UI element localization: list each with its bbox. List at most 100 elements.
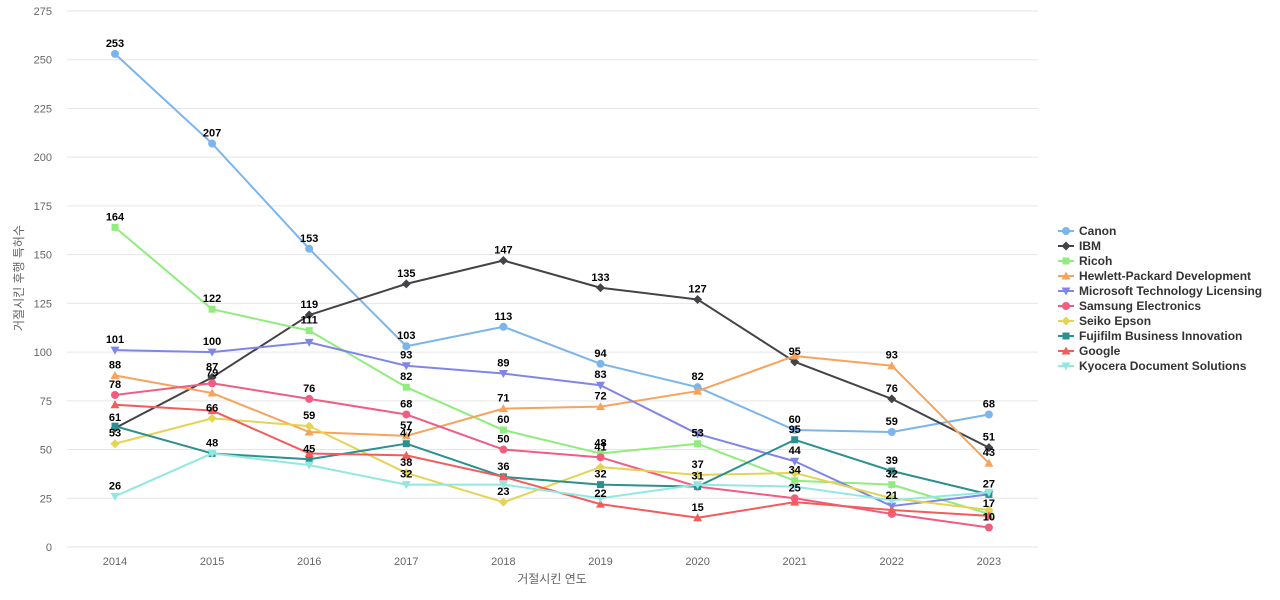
data-point-fujifilm-business-innovation <box>305 455 313 463</box>
data-point-hewlett-packard-development <box>110 370 120 379</box>
data-label-canon: 103 <box>397 330 415 342</box>
legend-item-seiko-epson[interactable]: Seiko Epson <box>1058 314 1151 328</box>
data-point-hewlett-packard-development <box>693 386 703 395</box>
data-label-samsung-electronics: 50 <box>497 434 509 446</box>
data-point-microsoft-technology-licensing <box>401 362 411 371</box>
data-point-canon <box>887 428 896 437</box>
legend-item-canon[interactable]: Canon <box>1058 224 1116 238</box>
data-point-seiko-epson <box>304 421 314 431</box>
data-point-hewlett-packard-development <box>304 427 314 436</box>
y-tick-label: 100 <box>34 347 52 359</box>
data-point-microsoft-technology-licensing <box>207 348 217 357</box>
data-label-ricoh: 32 <box>886 469 898 481</box>
data-point-canon <box>596 359 605 368</box>
data-point-ibm <box>790 357 800 367</box>
data-point-google <box>596 499 605 508</box>
data-label-ricoh: 164 <box>106 211 125 223</box>
data-label-google: 15 <box>691 502 703 514</box>
data-point-canon <box>984 410 993 419</box>
data-point-samsung-electronics <box>984 523 993 532</box>
data-label-canon: 153 <box>300 233 318 245</box>
data-label-canon: 253 <box>106 38 124 50</box>
legend-label: Samsung Electronics <box>1079 299 1201 313</box>
data-point-seiko-epson <box>693 470 703 480</box>
data-point-ricoh <box>305 327 313 335</box>
legend-label: Fujifilm Business Innovation <box>1079 329 1242 343</box>
data-point-seiko-epson <box>110 439 120 449</box>
data-label-ibm: 127 <box>688 283 706 295</box>
y-tick-label: 225 <box>34 103 52 115</box>
x-tick-label: 2016 <box>297 556 321 568</box>
data-label-fujifilm-business-innovation: 47 <box>400 428 412 440</box>
x-tick-label: 2018 <box>491 556 515 568</box>
data-point-canon <box>402 342 411 351</box>
data-label-fujifilm-business-innovation: 39 <box>886 455 898 467</box>
data-point-kyocera-document-solutions <box>110 492 120 501</box>
data-point-google <box>984 511 994 520</box>
data-label-ricoh: 60 <box>497 414 509 426</box>
y-tick-label: 25 <box>40 493 52 505</box>
data-point-canon <box>790 426 799 435</box>
data-label-ricoh: 111 <box>301 315 318 327</box>
series-ricoh <box>111 223 993 518</box>
legend-marker-symbol <box>1061 346 1071 355</box>
legend-item-ricoh[interactable]: Ricoh <box>1058 254 1112 268</box>
legend-item-google[interactable]: Google <box>1058 344 1121 358</box>
data-point-ibm <box>693 294 703 304</box>
data-label-microsoft-technology-licensing: 100 <box>203 336 221 348</box>
data-label-canon: 94 <box>594 348 607 360</box>
data-point-kyocera-document-solutions <box>401 481 411 490</box>
legend-marker-symbol <box>1061 271 1071 280</box>
data-point-google <box>304 448 314 457</box>
series-ibm <box>110 255 994 453</box>
data-label-samsung-electronics: 41 <box>594 441 606 453</box>
x-tick-label: 2017 <box>394 556 418 568</box>
data-label-ibm: 135 <box>397 268 415 280</box>
data-point-kyocera-document-solutions <box>984 488 994 497</box>
legend-label: Hewlett-Packard Development <box>1079 269 1251 283</box>
data-point-ibm <box>498 255 508 265</box>
data-point-ibm <box>984 443 994 453</box>
y-tick-label: 150 <box>34 250 52 262</box>
y-axis-title: 거절시킨 후행 특허수 <box>11 225 26 331</box>
data-label-google: 22 <box>594 488 606 500</box>
legend-item-hewlett-packard-development[interactable]: Hewlett-Packard Development <box>1058 269 1251 283</box>
legend-item-samsung-electronics[interactable]: Samsung Electronics <box>1058 299 1201 313</box>
x-axis-title: 거절시킨 연도 <box>517 572 587 586</box>
data-label-ricoh: 34 <box>789 465 802 477</box>
data-label-samsung-electronics: 10 <box>983 512 995 524</box>
data-label-microsoft-technology-licensing: 44 <box>789 445 802 457</box>
data-point-samsung-electronics <box>596 453 605 462</box>
data-label-microsoft-technology-licensing: 93 <box>400 350 412 362</box>
legend-item-microsoft-technology-licensing[interactable]: Microsoft Technology Licensing <box>1058 284 1262 298</box>
data-point-microsoft-technology-licensing <box>693 430 703 439</box>
data-label-seiko-epson: 66 <box>206 402 218 414</box>
data-point-ibm <box>887 394 897 404</box>
legend-item-fujifilm-business-innovation[interactable]: Fujifilm Business Innovation <box>1058 329 1242 343</box>
legend-label: Seiko Epson <box>1079 314 1151 328</box>
legend-item-ibm[interactable]: IBM <box>1058 239 1101 253</box>
data-label-microsoft-technology-licensing: 101 <box>106 334 124 346</box>
data-point-hewlett-packard-development <box>984 458 994 467</box>
data-point-google <box>887 505 897 514</box>
x-tick-label: 2015 <box>200 556 224 568</box>
data-label-kyocera-document-solutions: 32 <box>400 469 412 481</box>
series-fujifilm-business-innovation <box>111 422 993 498</box>
data-label-fujifilm-business-innovation: 31 <box>691 471 703 483</box>
data-point-canon <box>499 322 508 331</box>
data-label-canon: 82 <box>691 371 703 383</box>
y-tick-label: 0 <box>46 542 52 554</box>
data-point-seiko-epson <box>790 468 800 478</box>
data-point-hewlett-packard-development <box>887 361 897 370</box>
data-label-canon: 60 <box>789 414 801 426</box>
x-tick-label: 2022 <box>880 556 904 568</box>
data-label-ricoh: 53 <box>691 428 703 440</box>
data-point-kyocera-document-solutions <box>304 461 314 470</box>
data-point-hewlett-packard-development <box>207 388 217 397</box>
data-point-kyocera-document-solutions <box>596 494 605 503</box>
data-label-fujifilm-business-innovation: 48 <box>206 437 218 449</box>
legend-label: IBM <box>1079 239 1101 253</box>
data-point-google <box>498 472 508 481</box>
legend-item-kyocera-document-solutions[interactable]: Kyocera Document Solutions <box>1058 359 1247 373</box>
legend-label: Canon <box>1079 224 1116 238</box>
